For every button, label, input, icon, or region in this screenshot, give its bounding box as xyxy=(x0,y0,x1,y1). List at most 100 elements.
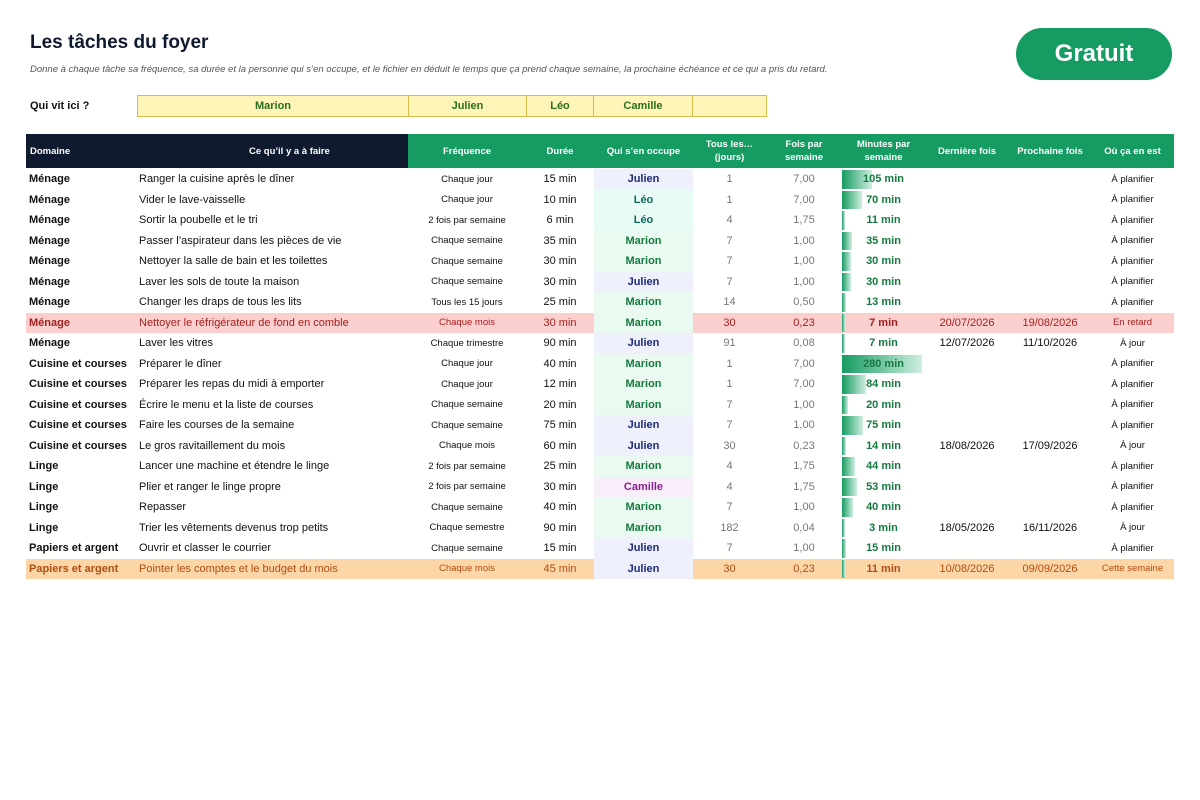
table-row[interactable]: Cuisine et courses Écrire le menu et la l… xyxy=(26,394,1174,415)
task-name: Ouvrir et classer le courrier xyxy=(139,542,272,555)
task-next-time xyxy=(1009,415,1091,436)
table-row[interactable]: Ménage Nettoyer la salle de bain et les t… xyxy=(26,251,1174,272)
task-assignee[interactable]: Marion xyxy=(594,353,693,374)
table-row[interactable]: Ménage Vider le lave-vaisselle Chaque jour… xyxy=(26,189,1174,210)
task-assignee[interactable]: Marion xyxy=(594,456,693,477)
table-row[interactable]: Cuisine et courses Faire les courses de l… xyxy=(26,415,1174,436)
task-times-per-week: 0,08 xyxy=(793,337,815,350)
task-frequency: 2 fois par semaine xyxy=(428,481,506,493)
task-next-time: 19/08/2026 xyxy=(1022,316,1078,329)
task-minutes-per-week: 7 min xyxy=(842,333,925,354)
task-assignee[interactable]: Julien xyxy=(594,558,693,579)
task-every-days: 1 xyxy=(726,357,733,370)
task-name: Vider le lave-vaisselle xyxy=(139,193,246,206)
table-row[interactable]: Cuisine et courses Préparer les repas du … xyxy=(26,374,1174,395)
task-status: À planifier xyxy=(1111,296,1154,308)
minutes-bar xyxy=(842,334,845,353)
task-last-time xyxy=(925,169,1009,190)
table-row[interactable]: Linge Trier les vêtements devenus trop pe… xyxy=(26,517,1174,539)
task-assignee[interactable]: Camille xyxy=(594,476,693,497)
task-frequency: Chaque jour xyxy=(441,358,493,370)
task-next-time xyxy=(1009,374,1091,395)
task-assignee[interactable]: Marion xyxy=(594,517,693,538)
task-every-days: 7 xyxy=(726,255,733,268)
task-domain: Ménage xyxy=(29,296,70,309)
task-times-per-week: 1,75 xyxy=(793,480,815,493)
task-every-days: 7 xyxy=(726,234,733,247)
table-row[interactable]: Ménage Changer les draps de tous les lits… xyxy=(26,292,1174,313)
task-next-time xyxy=(1009,251,1091,272)
minutes-bar xyxy=(842,252,851,271)
task-assignee[interactable]: Julien xyxy=(594,415,693,436)
task-next-time xyxy=(1009,497,1091,518)
task-assignee[interactable]: Julien xyxy=(594,333,693,354)
task-times-per-week: 1,00 xyxy=(793,501,815,514)
task-assignee[interactable]: Léo xyxy=(594,210,693,231)
task-assignee[interactable]: Marion xyxy=(594,374,693,395)
table-row[interactable]: Ménage Laver les sols de toute la maison C… xyxy=(26,271,1174,293)
table-row[interactable]: Papiers et argent Ouvrir et classer le co… xyxy=(26,538,1174,559)
task-assignee[interactable]: Léo xyxy=(594,189,693,210)
task-assignee[interactable]: Julien xyxy=(594,538,693,559)
minutes-value: 84 min xyxy=(866,378,901,391)
minutes-bar xyxy=(842,518,845,537)
task-assignee[interactable]: Marion xyxy=(594,292,693,313)
task-status: À planifier xyxy=(1111,399,1154,411)
column-header-last-time: Dernière fois xyxy=(925,134,1009,168)
task-assignee[interactable]: Julien xyxy=(594,435,693,456)
household-label: Qui vit ici ? xyxy=(30,100,90,112)
household-member-5[interactable] xyxy=(692,95,767,117)
household-member-4[interactable]: Camille xyxy=(593,95,693,117)
table-row[interactable]: Linge Repasser Chaque semaine 40 min Marion 7… xyxy=(26,497,1174,518)
household-member-1[interactable]: Marion xyxy=(137,95,409,117)
minutes-value: 75 min xyxy=(866,419,901,432)
task-times-per-week: 0,04 xyxy=(793,521,815,534)
household-member-2[interactable]: Julien xyxy=(408,95,527,117)
task-assignee[interactable]: Julien xyxy=(594,271,693,292)
minutes-value: 11 min xyxy=(866,562,901,575)
minutes-bar xyxy=(842,375,866,394)
table-row[interactable]: Linge Lancer une machine et étendre le li… xyxy=(26,456,1174,477)
task-assignee[interactable]: Julien xyxy=(594,169,693,190)
task-name: Plier et ranger le linge propre xyxy=(139,480,281,493)
table-row[interactable]: Ménage Laver les vitres Chaque trimestre 90… xyxy=(26,333,1174,354)
task-minutes-per-week: 11 min xyxy=(842,210,925,231)
minutes-bar xyxy=(842,436,846,455)
task-minutes-per-week: 84 min xyxy=(842,374,925,395)
table-row[interactable]: Ménage Sortir la poubelle et le tri 2 fois… xyxy=(26,210,1174,231)
task-domain: Cuisine et courses xyxy=(29,357,127,370)
task-duration: 20 min xyxy=(543,398,577,411)
task-assignee[interactable]: Marion xyxy=(594,394,693,415)
task-domain: Cuisine et courses xyxy=(29,439,127,452)
task-domain: Ménage xyxy=(29,193,70,206)
task-next-time xyxy=(1009,354,1091,375)
minutes-value: 70 min xyxy=(866,193,901,206)
task-domain: Ménage xyxy=(29,316,70,329)
task-assignee[interactable]: Marion xyxy=(594,251,693,272)
task-assignee[interactable]: Marion xyxy=(594,230,693,251)
task-last-time xyxy=(925,477,1009,498)
table-row[interactable]: Ménage Nettoyer le réfrigérateur de fond … xyxy=(26,312,1174,333)
table-row[interactable]: Papiers et argent Pointer les comptes et … xyxy=(26,558,1174,579)
table-row[interactable]: Ménage Ranger la cuisine après le dîner Ch… xyxy=(26,169,1174,190)
table-row[interactable]: Ménage Passer l’aspirateur dans les pièce… xyxy=(26,230,1174,252)
table-row[interactable]: Cuisine et courses Le gros ravitaillement… xyxy=(26,435,1174,456)
task-every-days: 1 xyxy=(726,378,733,391)
table-row[interactable]: Linge Plier et ranger le linge propre 2 fo… xyxy=(26,476,1174,498)
table-row[interactable]: Cuisine et courses Préparer le dîner Chaqu… xyxy=(26,353,1174,375)
household-member-3[interactable]: Léo xyxy=(526,95,594,117)
task-frequency: Chaque semaine xyxy=(431,255,503,267)
task-last-time xyxy=(925,415,1009,436)
task-assignee[interactable]: Marion xyxy=(594,497,693,518)
task-minutes-per-week: 3 min xyxy=(842,518,925,539)
task-minutes-per-week: 35 min xyxy=(842,231,925,252)
task-assignee[interactable]: Marion xyxy=(594,312,693,333)
task-next-time xyxy=(1009,272,1091,293)
task-times-per-week: 7,00 xyxy=(793,193,815,206)
task-status: À planifier xyxy=(1111,358,1154,370)
task-times-per-week: 1,00 xyxy=(793,542,815,555)
task-last-time: 20/07/2026 xyxy=(939,316,995,329)
task-duration: 6 min xyxy=(546,214,574,227)
task-frequency: Chaque semaine xyxy=(431,235,503,247)
minutes-value: 280 min xyxy=(863,357,904,370)
